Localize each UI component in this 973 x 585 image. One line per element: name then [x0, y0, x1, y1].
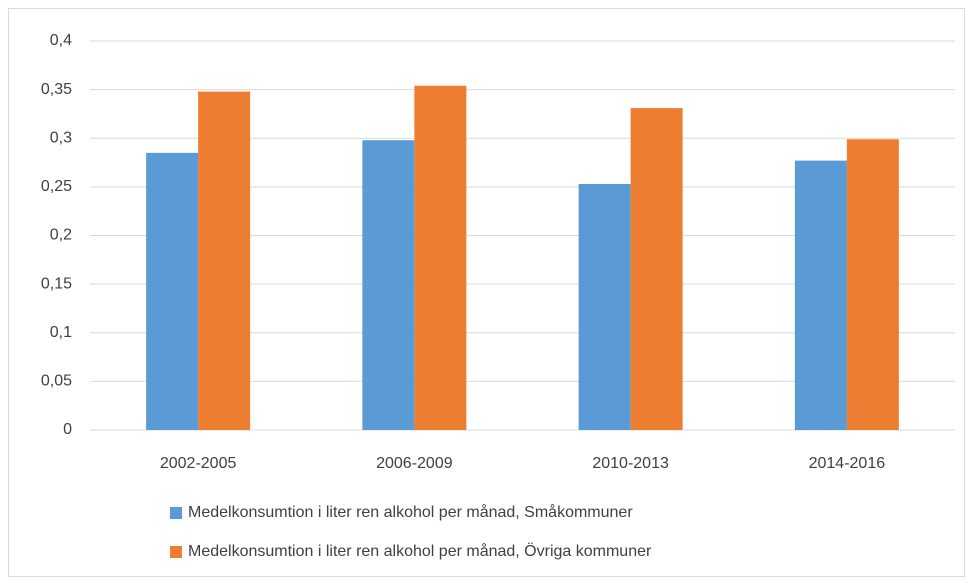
legend-label: Medelkonsumtion i liter ren alkohol per … [188, 542, 652, 560]
y-tick-label: 0,4 [50, 32, 72, 49]
y-tick-label: 0 [63, 421, 72, 438]
y-tick-label: 0,3 [50, 129, 72, 146]
bar [414, 85, 467, 431]
x-tick-label: 2006-2009 [376, 455, 453, 472]
x-tick-label: 2010-2013 [592, 455, 669, 472]
bar [146, 152, 199, 430]
x-tick-label: 2002-2005 [160, 455, 237, 472]
legend-swatch [170, 546, 182, 558]
bar [794, 160, 847, 430]
x-tick-label: 2014-2016 [809, 455, 886, 472]
y-tick-label: 0,25 [41, 178, 72, 195]
bar [630, 108, 683, 430]
bar [362, 140, 415, 430]
legend-label: Medelkonsumtion i liter ren alkohol per … [188, 503, 633, 521]
y-tick-label: 0,2 [50, 227, 72, 244]
y-tick-label: 0,1 [50, 324, 72, 341]
bar [846, 139, 899, 430]
bar [198, 91, 251, 430]
bar [578, 183, 631, 430]
legend-swatch [170, 507, 182, 519]
y-tick-label: 0,15 [41, 275, 72, 292]
y-tick-label: 0,05 [41, 373, 72, 390]
y-tick-label: 0,35 [41, 81, 72, 98]
